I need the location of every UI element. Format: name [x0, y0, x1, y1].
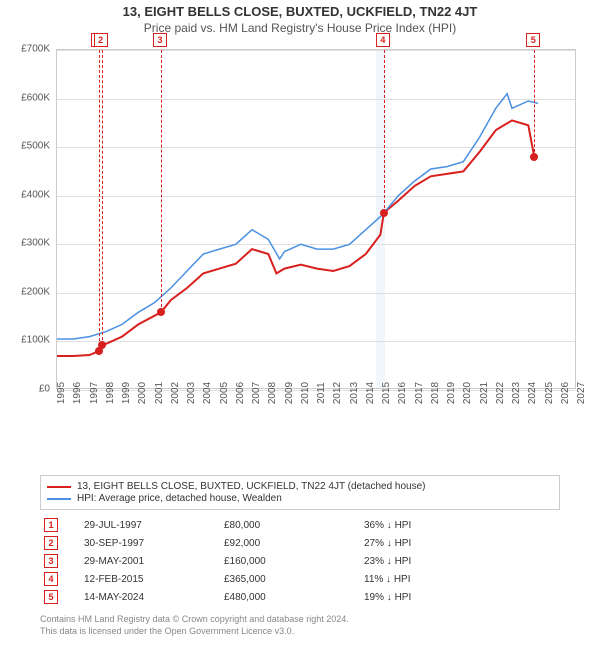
sale-marker-line: [384, 50, 385, 213]
sale-marker-box: 5: [526, 33, 540, 47]
x-tick-label: 2006: [235, 382, 246, 404]
sale-marker-dot: [380, 209, 388, 217]
series-line-hpi: [57, 94, 538, 339]
sale-marker-line: [161, 50, 162, 312]
x-tick-label: 2023: [511, 382, 522, 404]
legend-swatch: [47, 498, 71, 500]
x-tick-label: 1998: [105, 382, 116, 404]
y-tick-label: £100K: [21, 335, 50, 346]
x-tick-label: 2015: [381, 382, 392, 404]
sale-marker-box: 3: [153, 33, 167, 47]
chart-title: 13, EIGHT BELLS CLOSE, BUXTED, UCKFIELD,…: [0, 4, 600, 19]
sale-num-box: 5: [44, 590, 58, 604]
legend-row: 13, EIGHT BELLS CLOSE, BUXTED, UCKFIELD,…: [47, 481, 553, 492]
sale-date: 29-JUL-1997: [80, 516, 220, 534]
series-line-price_paid: [57, 120, 534, 356]
sale-price: £160,000: [220, 552, 360, 570]
x-tick-label: 2012: [332, 382, 343, 404]
sale-delta: 19% ↓ HPI: [360, 588, 560, 606]
x-tick-label: 2021: [479, 382, 490, 404]
sale-price: £80,000: [220, 516, 360, 534]
sale-price: £480,000: [220, 588, 360, 606]
x-tick-label: 1999: [121, 382, 132, 404]
legend-label: 13, EIGHT BELLS CLOSE, BUXTED, UCKFIELD,…: [77, 481, 425, 492]
sale-delta: 23% ↓ HPI: [360, 552, 560, 570]
sale-date: 12-FEB-2015: [80, 570, 220, 588]
x-tick-label: 2018: [430, 382, 441, 404]
sale-marker-line: [99, 50, 100, 351]
sales-table-row: 5 14-MAY-2024£480,00019% ↓ HPI: [40, 588, 560, 606]
y-tick-label: £400K: [21, 189, 50, 200]
x-tick-label: 2027: [576, 382, 587, 404]
x-tick-label: 2025: [544, 382, 555, 404]
sale-marker-dot: [98, 341, 106, 349]
x-tick-label: 2026: [560, 382, 571, 404]
x-tick-label: 2009: [284, 382, 295, 404]
x-tick-label: 2024: [527, 382, 538, 404]
sale-delta: 27% ↓ HPI: [360, 534, 560, 552]
legend-row: HPI: Average price, detached house, Weal…: [47, 493, 553, 504]
x-tick-label: 2022: [495, 382, 506, 404]
sales-table-row: 4 12-FEB-2015£365,00011% ↓ HPI: [40, 570, 560, 588]
x-tick-label: 1996: [72, 382, 83, 404]
x-tick-label: 2005: [219, 382, 230, 404]
y-tick-label: £700K: [21, 44, 50, 55]
y-tick-label: £200K: [21, 286, 50, 297]
x-tick-label: 2003: [186, 382, 197, 404]
x-tick-label: 2019: [446, 382, 457, 404]
sale-price: £92,000: [220, 534, 360, 552]
sale-num-box: 4: [44, 572, 58, 586]
x-tick-label: 2013: [349, 382, 360, 404]
sale-date: 30-SEP-1997: [80, 534, 220, 552]
legend-swatch: [47, 486, 71, 488]
sale-marker-line: [534, 50, 535, 157]
legend: 13, EIGHT BELLS CLOSE, BUXTED, UCKFIELD,…: [40, 475, 560, 510]
x-tick-label: 1997: [89, 382, 100, 404]
plot-area: [56, 49, 576, 389]
x-tick-label: 2002: [170, 382, 181, 404]
line-svg: [57, 50, 577, 390]
legend-label: HPI: Average price, detached house, Weal…: [77, 493, 282, 504]
x-tick-label: 2000: [137, 382, 148, 404]
sale-marker-box: 4: [376, 33, 390, 47]
sale-num-box: 3: [44, 554, 58, 568]
x-tick-label: 2008: [267, 382, 278, 404]
x-tick-label: 2007: [251, 382, 262, 404]
x-tick-label: 2017: [414, 382, 425, 404]
sale-marker-dot: [530, 153, 538, 161]
sale-num-box: 2: [44, 536, 58, 550]
y-tick-label: £0: [39, 384, 50, 395]
x-tick-label: 2010: [300, 382, 311, 404]
sales-table-row: 2 30-SEP-1997£92,00027% ↓ HPI: [40, 534, 560, 552]
chart-container: 13, EIGHT BELLS CLOSE, BUXTED, UCKFIELD,…: [0, 4, 600, 654]
sale-marker-line: [102, 50, 103, 345]
sales-table: 1 29-JUL-1997£80,00036% ↓ HPI 2 30-SEP-1997…: [40, 516, 560, 606]
x-tick-label: 2014: [365, 382, 376, 404]
y-tick-label: £600K: [21, 92, 50, 103]
sales-table-row: 3 29-MAY-2001£160,00023% ↓ HPI: [40, 552, 560, 570]
sales-table-row: 1 29-JUL-1997£80,00036% ↓ HPI: [40, 516, 560, 534]
sale-marker-dot: [157, 308, 165, 316]
x-tick-label: 2016: [397, 382, 408, 404]
y-tick-label: £500K: [21, 141, 50, 152]
sale-num-box: 1: [44, 518, 58, 532]
sale-delta: 11% ↓ HPI: [360, 570, 560, 588]
footer-line-2: This data is licensed under the Open Gov…: [40, 626, 600, 638]
sale-date: 29-MAY-2001: [80, 552, 220, 570]
plot-wrapper: £0£100K£200K£300K£400K£500K£600K£700K199…: [36, 41, 596, 421]
x-tick-label: 2011: [316, 382, 327, 404]
x-tick-label: 2020: [462, 382, 473, 404]
sale-marker-box: 2: [94, 33, 108, 47]
x-tick-label: 2004: [202, 382, 213, 404]
footer-text: Contains HM Land Registry data © Crown c…: [40, 614, 600, 637]
footer-line-1: Contains HM Land Registry data © Crown c…: [40, 614, 600, 626]
sale-price: £365,000: [220, 570, 360, 588]
x-tick-label: 2001: [154, 382, 165, 404]
y-tick-label: £300K: [21, 238, 50, 249]
sale-date: 14-MAY-2024: [80, 588, 220, 606]
sale-delta: 36% ↓ HPI: [360, 516, 560, 534]
x-tick-label: 1995: [56, 382, 67, 404]
